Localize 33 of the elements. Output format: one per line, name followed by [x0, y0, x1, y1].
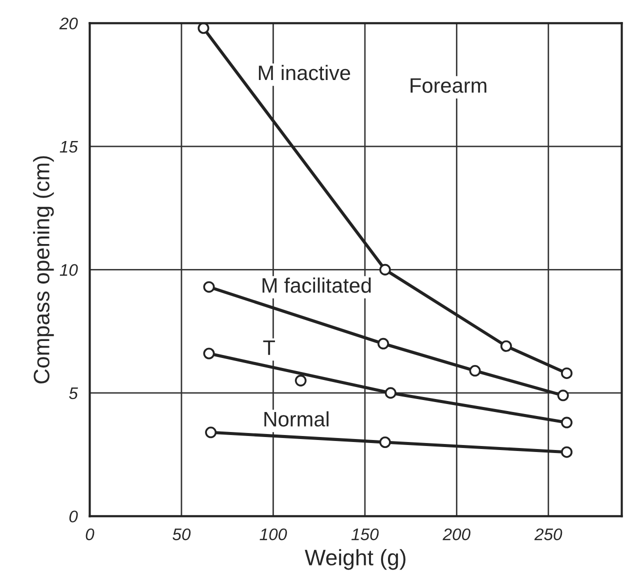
point	[203, 281, 215, 293]
y-tick-label: 15	[60, 141, 78, 153]
y-tick-label: 5	[69, 388, 78, 400]
point	[557, 390, 569, 402]
y-tick-label: 0	[69, 510, 78, 522]
point	[379, 264, 391, 276]
point	[379, 436, 391, 448]
annotation: Forearm	[410, 78, 486, 93]
point	[378, 338, 390, 350]
point	[203, 348, 215, 360]
x-tick-label: 0	[86, 528, 94, 540]
point	[560, 416, 572, 428]
y-tick-label: 10	[60, 264, 78, 276]
y-axis-title: Compass opening (cm)	[33, 156, 54, 384]
x-axis-title: Weight (g)	[304, 549, 406, 570]
x-tick-label: 250	[534, 528, 562, 540]
point	[560, 446, 572, 458]
series-label: Normal	[264, 411, 328, 427]
point	[500, 340, 512, 352]
point	[198, 23, 210, 34]
point	[294, 374, 307, 386]
point	[560, 367, 572, 379]
x-tick-label: 150	[351, 528, 379, 540]
series-label: M inactive	[258, 64, 350, 80]
x-tick-label: 50	[172, 528, 191, 540]
point	[469, 365, 481, 377]
point	[384, 387, 396, 399]
x-tick-label: 100	[260, 528, 287, 540]
x-tick-label: 200	[442, 528, 470, 540]
point	[205, 426, 217, 438]
series-label: M facilitated	[262, 278, 371, 293]
series-label: T	[263, 340, 275, 355]
y-tick-label: 20	[59, 18, 78, 30]
